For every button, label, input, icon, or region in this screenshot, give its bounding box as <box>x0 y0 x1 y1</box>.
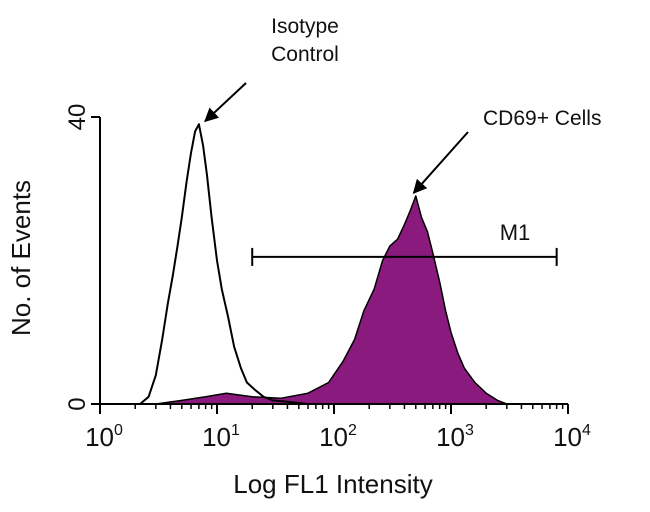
x-tick-exponent: 0 <box>114 422 123 439</box>
x-tick-label: 101 <box>202 422 240 452</box>
annotation-arrow <box>204 82 247 123</box>
y-axis-label: No. of Events <box>6 180 36 336</box>
y-tick-label: 0 <box>64 397 91 410</box>
x-tick-label: 100 <box>85 422 123 452</box>
annotation-text: Control <box>271 43 339 66</box>
x-tick-base: 10 <box>202 422 231 452</box>
x-tick-exponent: 4 <box>582 422 591 439</box>
x-tick-label: 104 <box>553 422 591 452</box>
x-tick-base: 10 <box>319 422 348 452</box>
annotation-arrow <box>412 131 469 194</box>
marker-label: M1 <box>500 220 531 245</box>
y-tick-label: 40 <box>64 104 91 131</box>
annotation-text: CD69+ Cells <box>483 107 601 130</box>
x-tick-exponent: 1 <box>231 422 240 439</box>
x-tick-base: 10 <box>553 422 582 452</box>
series-1-area <box>155 195 508 405</box>
x-tick-base: 10 <box>436 422 465 452</box>
x-axis-label: Log FL1 Intensity <box>233 469 432 499</box>
annotation-text: Isotype <box>271 15 339 38</box>
x-tick-label: 103 <box>436 422 474 452</box>
x-tick-exponent: 2 <box>348 422 357 439</box>
x-tick-base: 10 <box>85 422 114 452</box>
x-tick-label: 102 <box>319 422 357 452</box>
series-0-line <box>139 123 309 405</box>
x-tick-exponent: 3 <box>465 422 474 439</box>
